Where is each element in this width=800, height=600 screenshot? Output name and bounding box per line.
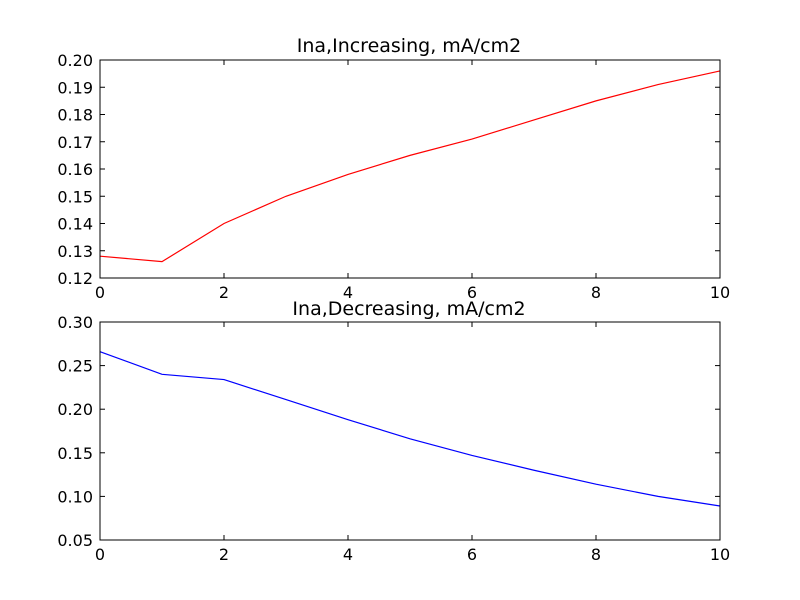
plot-frame (99, 321, 721, 541)
chart-decreasing: Ina,Decreasing, mA/cm2 0 2 4 6 8 10 0.05 0.10 0.… (57, 298, 730, 564)
chart-title: Ina,Decreasing, mA/cm2 (292, 298, 525, 320)
plot-frame (99, 59, 721, 279)
y-tick-label: 0.12 (57, 269, 93, 288)
x-tick-label: 0 (95, 283, 105, 302)
y-tick-label: 0.30 (57, 313, 93, 332)
y-tick-label: 0.20 (57, 400, 93, 419)
x-tick-label: 6 (467, 283, 477, 302)
y-tick-label: 0.15 (57, 187, 93, 206)
y-tick-label: 0.10 (57, 487, 93, 506)
y-tick-label: 0.20 (57, 51, 93, 70)
x-tick-label: 10 (710, 283, 730, 302)
axis-ticks: 0 2 4 6 8 10 0.05 0.10 0.15 0.20 0.25 0.30 (57, 313, 730, 564)
x-tick-label: 4 (343, 283, 353, 302)
x-tick-label: 8 (591, 545, 601, 564)
y-tick-label: 0.17 (57, 133, 93, 152)
y-tick-label: 0.18 (57, 106, 93, 125)
y-tick-label: 0.19 (57, 78, 93, 97)
y-tick-label: 0.05 (57, 531, 93, 550)
x-tick-label: 6 (467, 545, 477, 564)
y-tick-label: 0.13 (57, 242, 93, 261)
chart-increasing: Ina,Increasing, mA/cm2 0 2 4 6 8 10 0.12 0.13 0.… (57, 35, 730, 302)
chart-title: Ina,Increasing, mA/cm2 (297, 35, 521, 57)
y-tick-label: 0.15 (57, 444, 93, 463)
y-tick-label: 0.14 (57, 215, 93, 234)
x-tick-label: 2 (219, 545, 229, 564)
series-line (99, 70, 721, 263)
x-tick-label: 4 (343, 545, 353, 564)
series-line (99, 351, 721, 507)
x-tick-label: 8 (591, 283, 601, 302)
x-tick-label: 2 (219, 283, 229, 302)
x-tick-label: 10 (710, 545, 730, 564)
axis-ticks: 0 2 4 6 8 10 0.12 0.13 0.14 0.15 0.16 0.17 0.18 0.19 0… (57, 51, 730, 302)
y-tick-label: 0.16 (57, 160, 93, 179)
y-tick-label: 0.25 (57, 357, 93, 376)
x-tick-label: 0 (95, 545, 105, 564)
